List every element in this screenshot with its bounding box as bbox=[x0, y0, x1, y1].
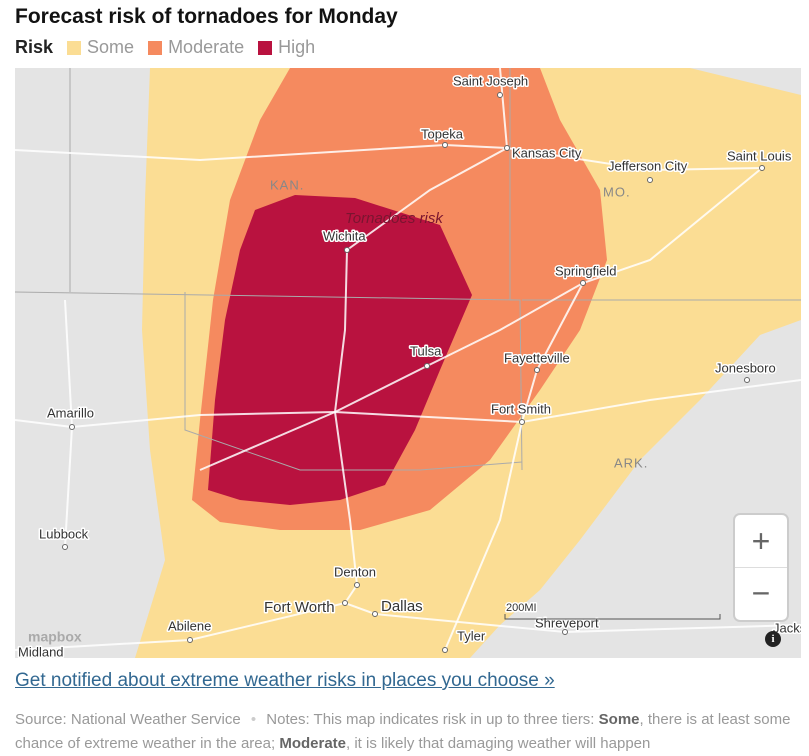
legend-swatch bbox=[148, 40, 163, 55]
legend-item: Moderate bbox=[148, 37, 244, 58]
notes: Notes: This map indicates risk in up to … bbox=[266, 711, 599, 728]
borders bbox=[15, 68, 801, 471]
legend-text: Some bbox=[87, 37, 135, 57]
city-label: Abilene bbox=[168, 618, 211, 633]
city-label: Jonesboro bbox=[715, 360, 776, 375]
legend-item: High bbox=[258, 37, 315, 58]
legend-text: Moderate bbox=[168, 37, 245, 57]
notes-tier: Moderate bbox=[279, 735, 347, 752]
region-label: Tornadoes risk bbox=[345, 210, 444, 227]
city-label: Saint Joseph bbox=[453, 73, 528, 88]
city-label: Fort Worth bbox=[264, 599, 335, 616]
notes-tier: Some bbox=[598, 711, 640, 728]
city-label: Wichita bbox=[323, 228, 366, 243]
city-dots bbox=[62, 92, 765, 653]
city-label: Midland bbox=[18, 644, 64, 658]
scale-bar bbox=[504, 614, 721, 620]
city-label: Springfield bbox=[555, 263, 616, 278]
city-label: Tulsa bbox=[410, 343, 442, 358]
title: Forecast risk of tornadoes for Monday bbox=[15, 5, 398, 28]
risk-high bbox=[208, 195, 472, 505]
notes: , it is likely that damaging weather wil… bbox=[346, 735, 651, 752]
zoom-controls: + − bbox=[735, 515, 787, 620]
separator: • bbox=[250, 711, 257, 728]
notes: , there is at least some chance of extre… bbox=[15, 711, 791, 752]
city-label: Jefferson City bbox=[608, 158, 688, 173]
city-label: Amarillo bbox=[47, 405, 94, 420]
city-label: Dallas bbox=[381, 598, 423, 615]
state-label: MO. bbox=[603, 184, 631, 199]
city-label: Fayetteville bbox=[504, 350, 570, 365]
city-label: Lubbock bbox=[39, 526, 89, 541]
city-label: Tyler bbox=[457, 628, 486, 643]
zoom-in[interactable]: + bbox=[735, 515, 787, 567]
info-button[interactable]: i bbox=[765, 631, 781, 647]
legend-swatch bbox=[258, 40, 273, 55]
legend-item: Some bbox=[67, 37, 134, 58]
city-label: Kansas City bbox=[512, 145, 582, 160]
state-label: KAN. bbox=[270, 177, 304, 192]
legend: Risk Some Moderate High bbox=[15, 37, 329, 58]
map[interactable]: KAN. MO. ARK. Tornadoes risk Saint Josep… bbox=[15, 68, 801, 658]
city-label: Fort Smith bbox=[491, 401, 551, 416]
city-label: Saint Louis bbox=[727, 148, 792, 163]
city-label: Shreveport bbox=[535, 615, 599, 630]
legend-text: High bbox=[278, 37, 316, 57]
city-label: Topeka bbox=[421, 126, 464, 141]
city-label: Jacks bbox=[773, 620, 801, 635]
legend-label: Risk bbox=[15, 37, 54, 57]
source: Source: National Weather Service bbox=[15, 711, 241, 728]
city-label: Denton bbox=[334, 564, 376, 579]
scale-label: 200MI bbox=[506, 602, 537, 614]
attribution: mapbox bbox=[28, 629, 82, 645]
footer: Source: National Weather Service • Notes… bbox=[15, 708, 795, 756]
notify-link[interactable]: Get notified about extreme weather risks… bbox=[15, 670, 555, 691]
legend-swatch bbox=[67, 40, 82, 55]
state-label: ARK. bbox=[614, 455, 648, 470]
zoom-out[interactable]: − bbox=[735, 567, 787, 619]
